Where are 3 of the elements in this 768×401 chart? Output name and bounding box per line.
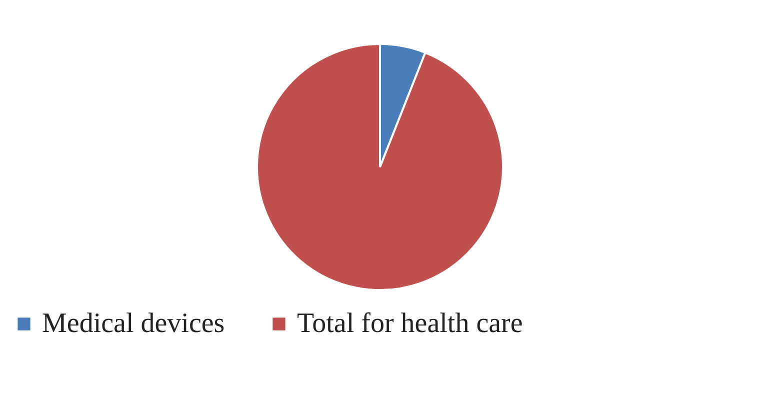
legend-label: Total for health care — [297, 308, 523, 339]
legend-label: Medical devices — [42, 308, 225, 339]
pie-slice — [256, 43, 504, 291]
